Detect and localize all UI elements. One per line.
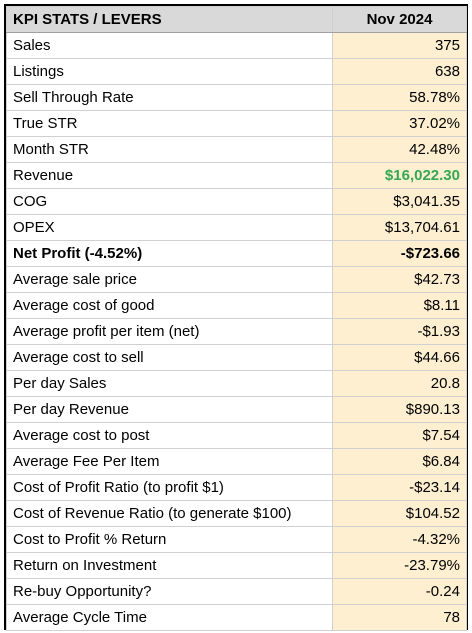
net-profit-value-cell[interactable]: -$723.66 [332, 240, 467, 267]
table-row: Per day Revenue $890.13 [6, 396, 467, 423]
kpi-table: KPI STATS / LEVERS Nov 2024 Sales 375 Li… [6, 6, 467, 631]
value-cell[interactable]: 37.02% [332, 110, 467, 137]
value-cell[interactable]: -4.32% [332, 526, 467, 553]
table-row: Average profit per item (net) -$1.93 [6, 318, 467, 345]
metric-cell[interactable]: Return on Investment [6, 552, 333, 579]
table-row: Return on Investment -23.79% [6, 552, 467, 579]
table-row: Average Cycle Time 78 [6, 604, 467, 631]
table-row: Re-buy Opportunity? -0.24 [6, 578, 467, 605]
value-cell[interactable]: -$1.93 [332, 318, 467, 345]
value-cell[interactable]: 20.8 [332, 370, 467, 397]
metric-cell[interactable]: Per day Sales [6, 370, 333, 397]
metric-cell[interactable]: Revenue [6, 162, 333, 189]
metric-cell[interactable]: Re-buy Opportunity? [6, 578, 333, 605]
table-row: Sales 375 [6, 32, 467, 59]
metric-cell[interactable]: Average cost of good [6, 292, 333, 319]
metric-cell[interactable]: Average Fee Per Item [6, 448, 333, 475]
metric-cell[interactable]: Sales [6, 32, 333, 59]
value-cell[interactable]: 375 [332, 32, 467, 59]
metric-cell[interactable]: Month STR [6, 136, 333, 163]
metric-cell[interactable]: Cost of Revenue Ratio (to generate $100) [6, 500, 333, 527]
value-cell[interactable]: 78 [332, 604, 467, 631]
net-profit-label-cell[interactable]: Net Profit (-4.52%) [6, 240, 333, 267]
value-cell[interactable]: -$23.14 [332, 474, 467, 501]
metric-cell[interactable]: True STR [6, 110, 333, 137]
table-row: Revenue $16,022.30 [6, 162, 467, 189]
value-cell[interactable]: $6.84 [332, 448, 467, 475]
value-cell[interactable]: $42.73 [332, 266, 467, 293]
value-cell[interactable]: $104.52 [332, 500, 467, 527]
table-row: Cost of Revenue Ratio (to generate $100)… [6, 500, 467, 527]
table-row: OPEX $13,704.61 [6, 214, 467, 241]
value-cell[interactable]: -23.79% [332, 552, 467, 579]
table-row: Net Profit (-4.52%) -$723.66 [6, 240, 467, 267]
metric-cell[interactable]: Average cost to post [6, 422, 333, 449]
metric-cell[interactable]: Listings [6, 58, 333, 85]
value-cell[interactable]: $8.11 [332, 292, 467, 319]
metric-cell[interactable]: Sell Through Rate [6, 84, 333, 111]
value-cell[interactable]: $13,704.61 [332, 214, 467, 241]
table-row: Cost of Profit Ratio (to profit $1) -$23… [6, 474, 467, 501]
table-row: Average Fee Per Item $6.84 [6, 448, 467, 475]
table-row: True STR 37.02% [6, 110, 467, 137]
metric-cell[interactable]: Cost to Profit % Return [6, 526, 333, 553]
metric-cell[interactable]: Average cost to sell [6, 344, 333, 371]
metric-cell[interactable]: COG [6, 188, 333, 215]
month-column-header[interactable]: Nov 2024 [332, 6, 467, 33]
metric-cell[interactable]: OPEX [6, 214, 333, 241]
metric-cell[interactable]: Average profit per item (net) [6, 318, 333, 345]
metric-cell[interactable]: Average Cycle Time [6, 604, 333, 631]
value-cell[interactable]: 58.78% [332, 84, 467, 111]
table-row: COG $3,041.35 [6, 188, 467, 215]
table-row: Month STR 42.48% [6, 136, 467, 163]
value-cell[interactable]: 42.48% [332, 136, 467, 163]
table-row: Average cost to post $7.54 [6, 422, 467, 449]
value-cell[interactable]: $890.13 [332, 396, 467, 423]
table-row: Average cost of good $8.11 [6, 292, 467, 319]
table-row: Sell Through Rate 58.78% [6, 84, 467, 111]
table-row: Average sale price $42.73 [6, 266, 467, 293]
metric-cell[interactable]: Per day Revenue [6, 396, 333, 423]
value-cell[interactable]: $44.66 [332, 344, 467, 371]
metric-column-header[interactable]: KPI STATS / LEVERS [6, 6, 333, 33]
table-row: Cost to Profit % Return -4.32% [6, 526, 467, 553]
table-row: Per day Sales 20.8 [6, 370, 467, 397]
value-cell[interactable]: $3,041.35 [332, 188, 467, 215]
metric-cell[interactable]: Cost of Profit Ratio (to profit $1) [6, 474, 333, 501]
table-row: Listings 638 [6, 58, 467, 85]
value-cell[interactable]: -0.24 [332, 578, 467, 605]
revenue-value-cell[interactable]: $16,022.30 [332, 162, 467, 189]
value-cell[interactable]: 638 [332, 58, 467, 85]
kpi-sheet: KPI STATS / LEVERS Nov 2024 Sales 375 Li… [4, 4, 468, 631]
table-row: Average cost to sell $44.66 [6, 344, 467, 371]
metric-cell[interactable]: Average sale price [6, 266, 333, 293]
header-row: KPI STATS / LEVERS Nov 2024 [6, 6, 467, 33]
value-cell[interactable]: $7.54 [332, 422, 467, 449]
